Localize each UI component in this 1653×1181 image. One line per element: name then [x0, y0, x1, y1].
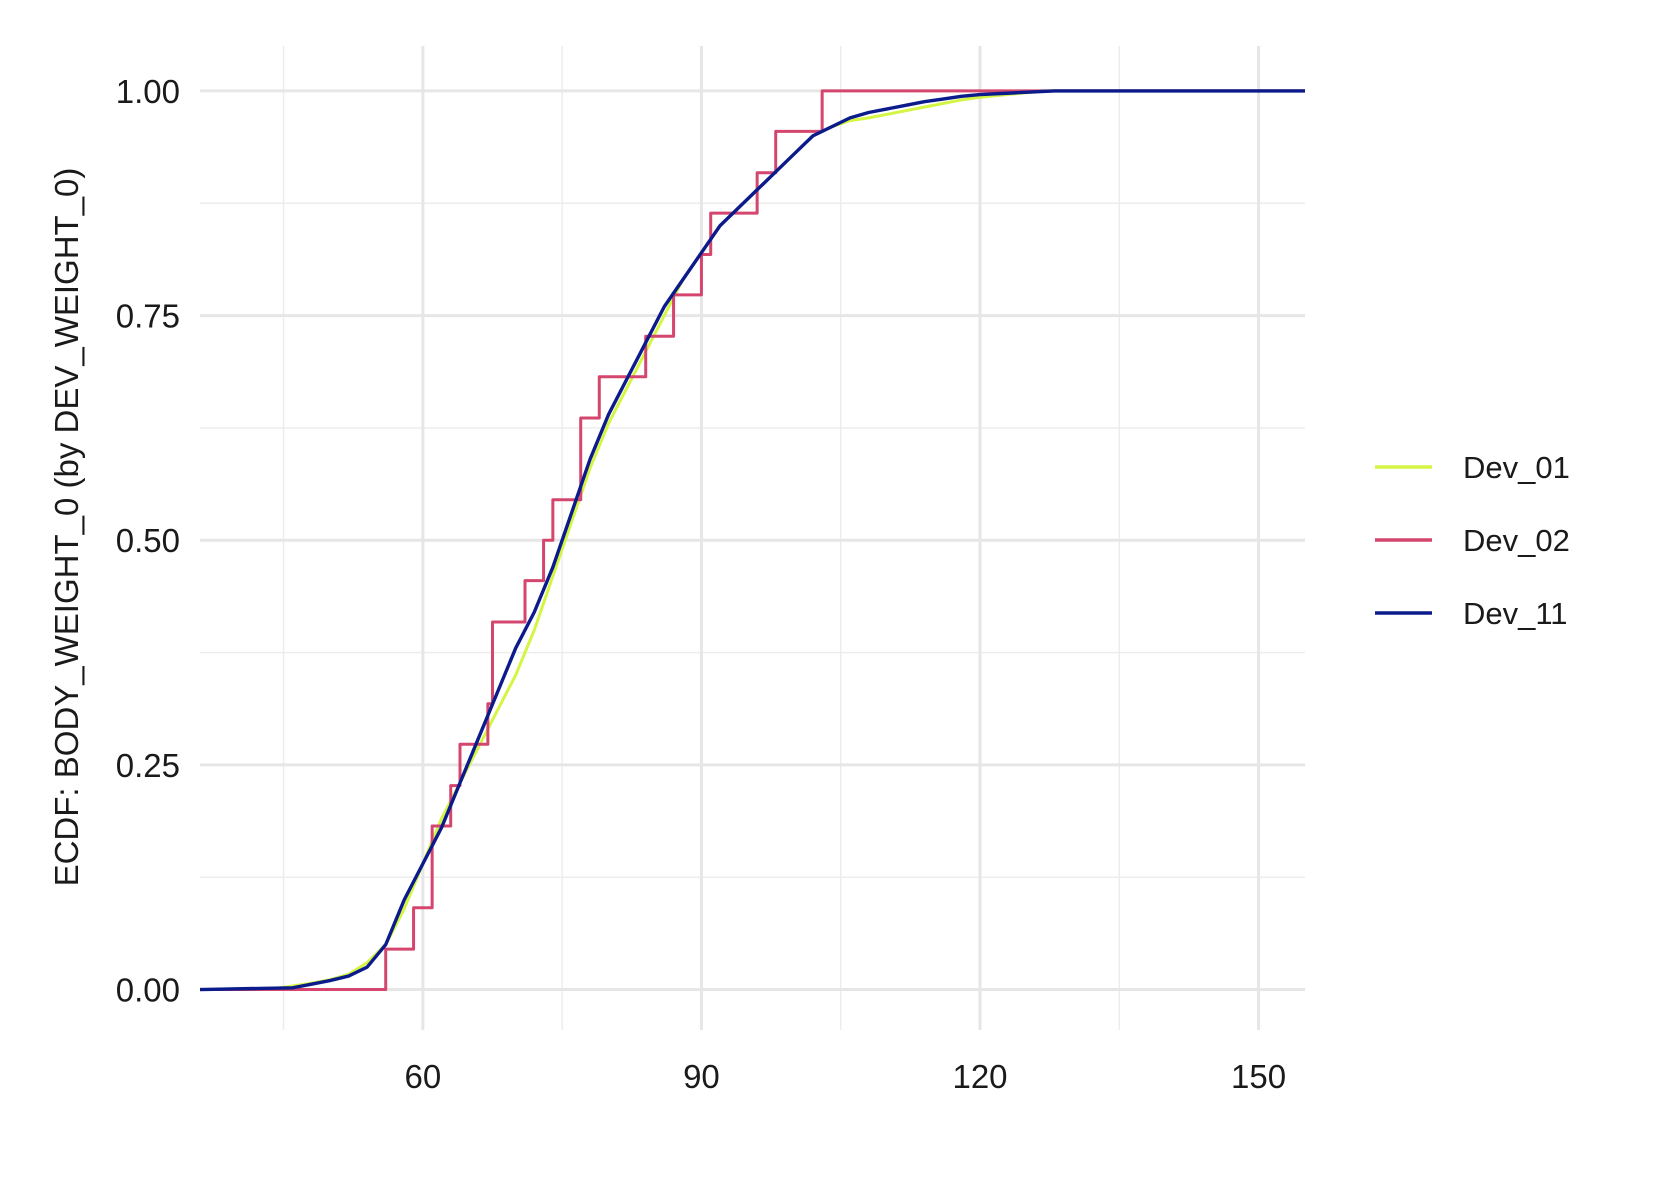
x-tick-label: 90 — [683, 1058, 720, 1095]
legend-label: Dev_11 — [1463, 596, 1568, 631]
legend-label: Dev_01 — [1463, 450, 1570, 485]
x-tick-label: 60 — [404, 1058, 441, 1095]
y-tick-label: 1.00 — [116, 73, 180, 110]
y-tick-label: 0.50 — [116, 522, 180, 559]
x-tick-label: 120 — [952, 1058, 1007, 1095]
y-tick-label: 0.75 — [116, 298, 180, 335]
y-axis-title: ECDF: BODY_WEIGHT_0 (by DEV_WEIGHT_0) — [48, 168, 85, 887]
minor-grid — [200, 46, 1305, 1030]
x-tick-label: 150 — [1231, 1058, 1286, 1095]
series-lines — [199, 89, 1305, 992]
y-tick-label: 0.00 — [116, 972, 180, 1009]
major-grid — [200, 46, 1305, 1030]
y-tick-label: 0.25 — [116, 747, 180, 784]
legend-label: Dev_02 — [1463, 523, 1570, 558]
series-line-dev-11 — [199, 89, 1305, 992]
x-tick-labels: 60 90 120 150 — [404, 1058, 1286, 1095]
y-tick-labels: 0.00 0.25 0.50 0.75 1.00 — [116, 73, 180, 1009]
legend: Dev_01 Dev_02 Dev_11 — [1375, 450, 1570, 631]
